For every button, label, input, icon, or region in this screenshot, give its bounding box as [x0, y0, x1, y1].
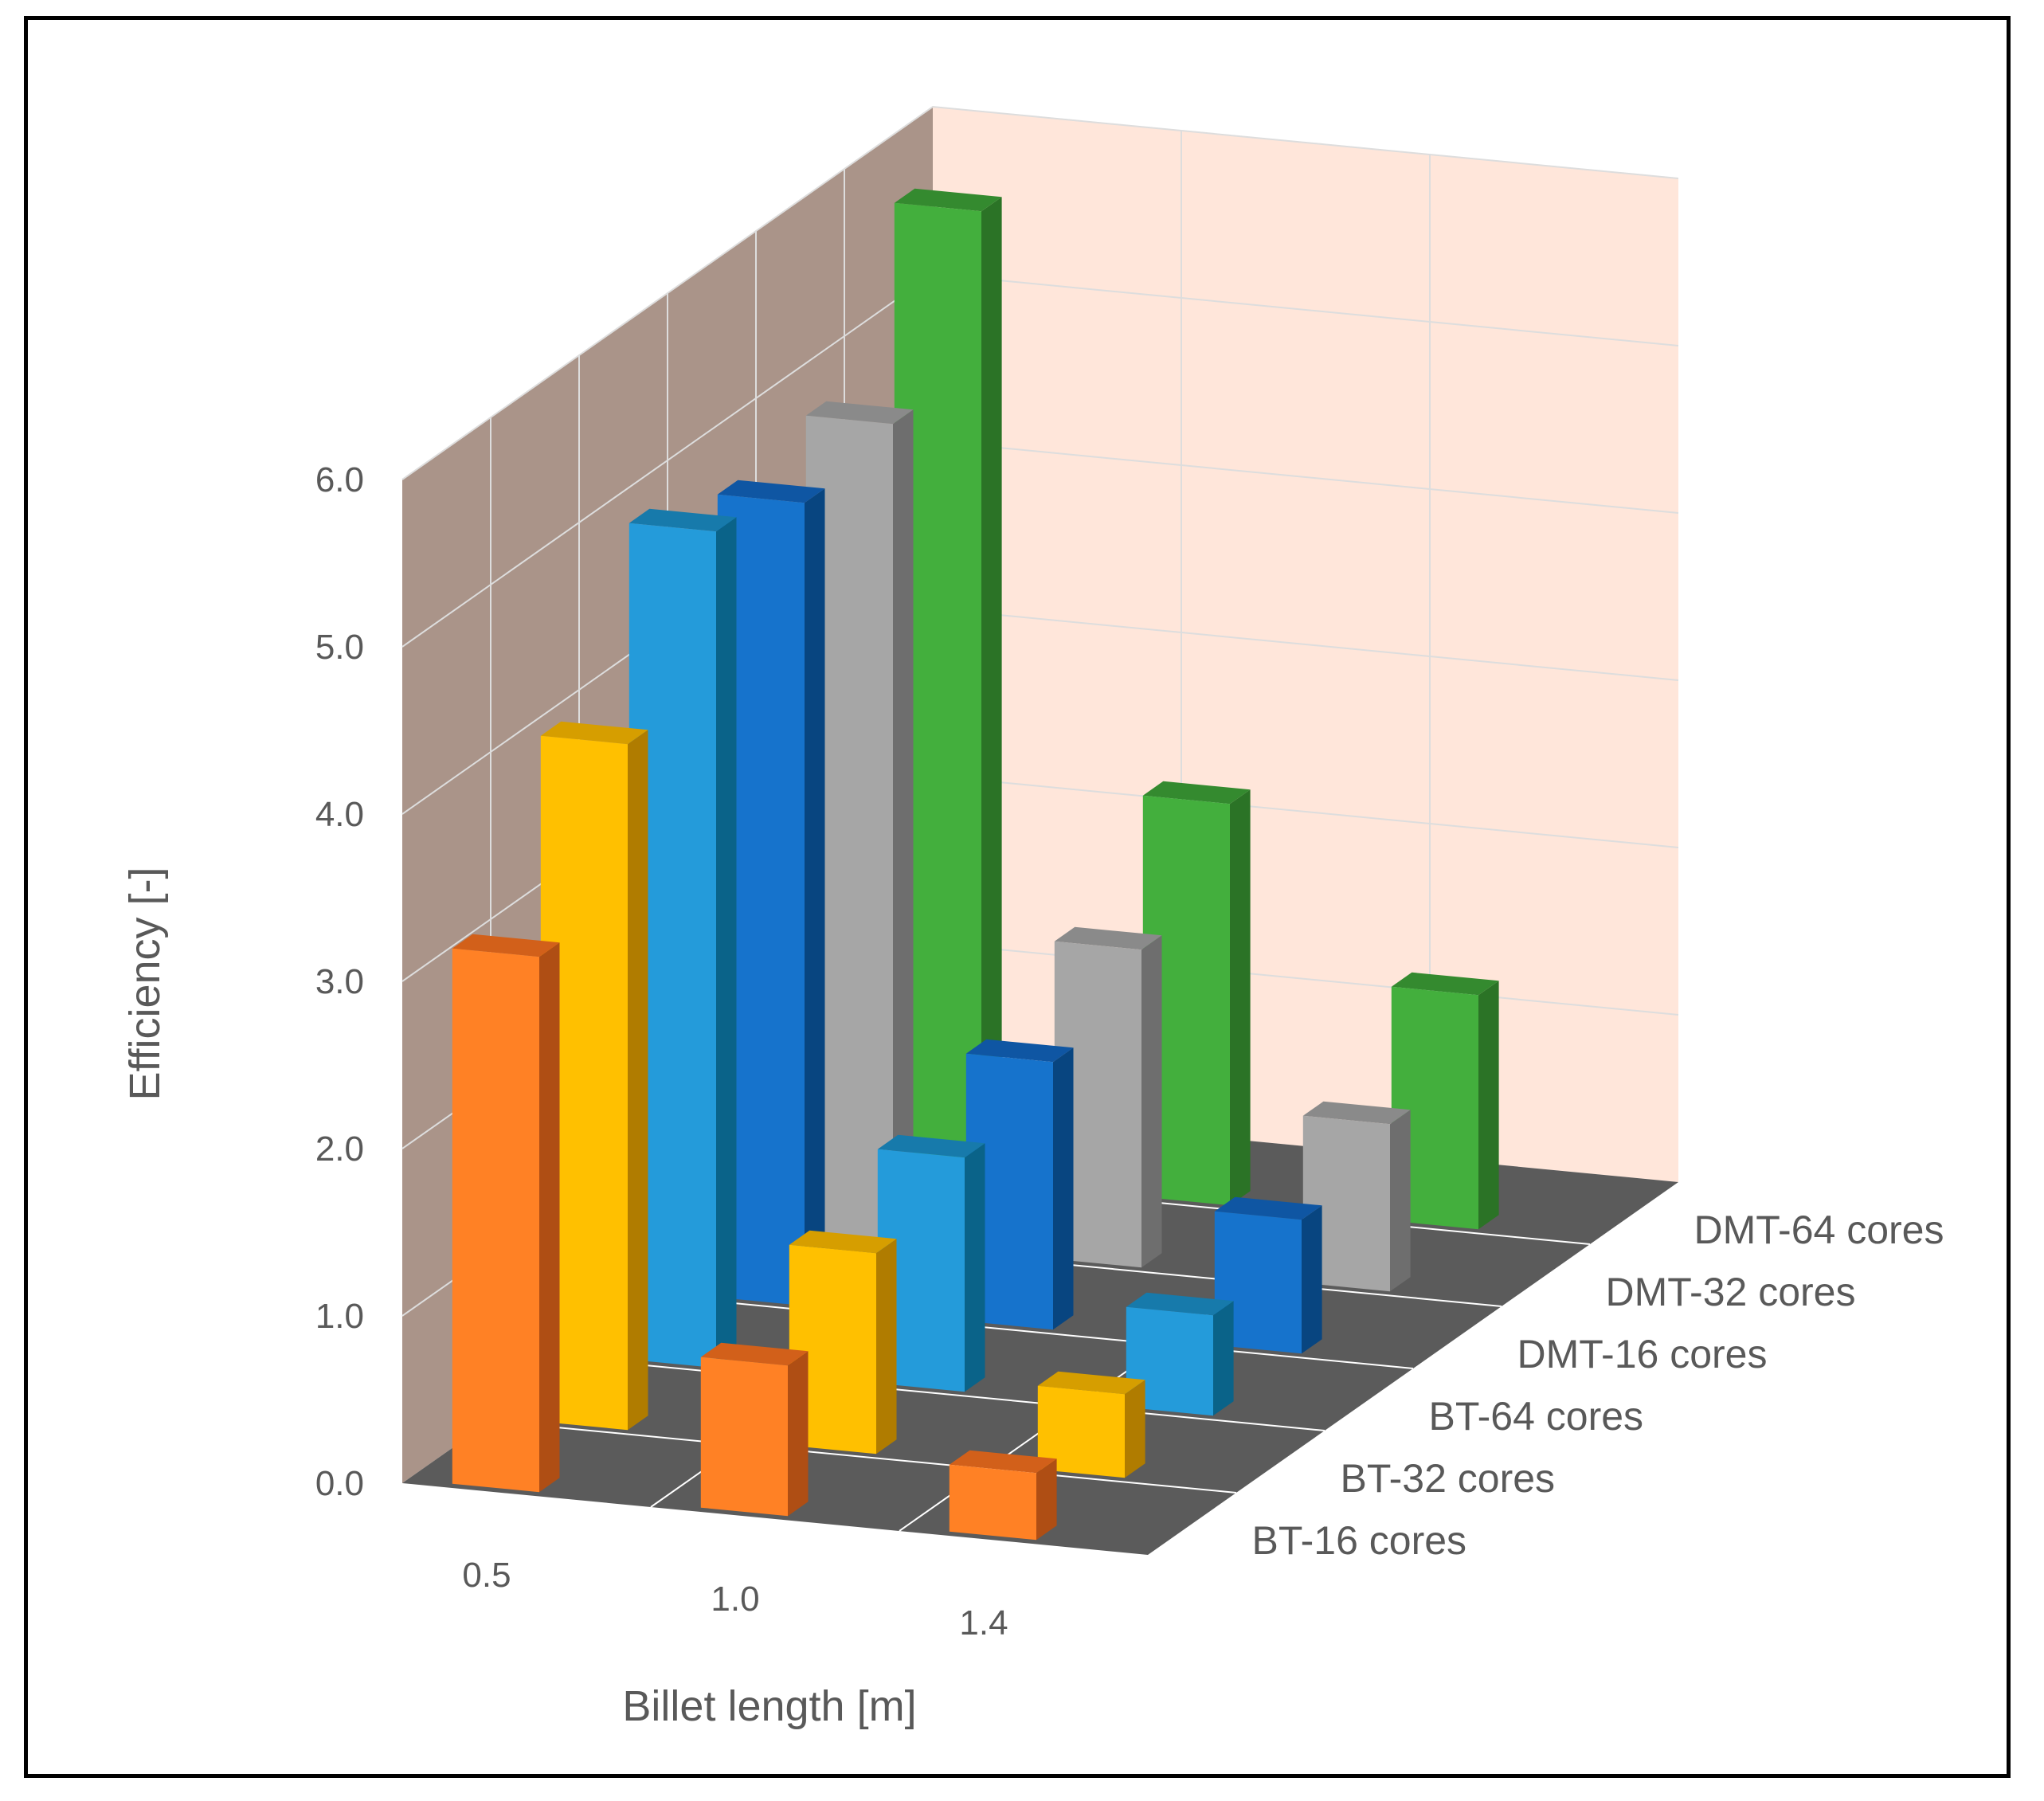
bar	[1142, 781, 1251, 1206]
y-tick-label: 6.0	[315, 460, 364, 499]
x-axis-title: Billet length [m]	[622, 1682, 916, 1730]
bar-top-face	[805, 401, 914, 425]
bar	[877, 1134, 985, 1392]
bar	[628, 508, 737, 1368]
x-tick-label: 1.4	[959, 1603, 1008, 1642]
bar	[1126, 1292, 1234, 1416]
bar	[965, 1039, 1074, 1330]
y-tick-label: 4.0	[315, 795, 364, 834]
series-label: DMT-32 cores	[1606, 1270, 1856, 1314]
bar-top-face	[877, 1134, 985, 1158]
bar-side-face	[1036, 1458, 1057, 1541]
bar-front-face	[1054, 941, 1141, 1268]
bar	[949, 1450, 1057, 1541]
bar-side-face	[539, 942, 560, 1493]
bar-front-face	[877, 1149, 965, 1392]
bar	[1302, 1101, 1411, 1292]
bar-side-face	[1141, 935, 1162, 1268]
bar	[452, 934, 560, 1493]
bar-front-face	[1037, 1385, 1125, 1478]
series-label: DMT-64 cores	[1694, 1208, 1944, 1252]
bar-top-face	[1391, 972, 1499, 996]
series-label: DMT-16 cores	[1517, 1332, 1768, 1376]
bar-front-face	[628, 523, 716, 1368]
bar-front-face	[452, 948, 539, 1493]
x-axis-ticks: 0.5 1.0 1.4	[462, 1556, 1008, 1642]
bar-front-face	[1142, 795, 1230, 1206]
bar-front-face	[949, 1464, 1036, 1541]
bar-top-face	[700, 1342, 809, 1366]
bar-front-face	[540, 735, 628, 1431]
bar-side-face	[981, 197, 1002, 1182]
x-tick-label: 1.0	[711, 1580, 759, 1619]
bar-side-face	[965, 1143, 985, 1392]
bar-side-face	[893, 409, 914, 1244]
floor-gridline	[490, 1420, 1237, 1494]
bar-front-face	[965, 1053, 1053, 1330]
bar-front-face	[1302, 1115, 1390, 1292]
bar-side-face	[1125, 1380, 1145, 1478]
bar-front-face	[805, 415, 893, 1244]
bar-top-face	[540, 721, 648, 745]
bar	[1214, 1196, 1322, 1354]
bar-side-face	[1390, 1110, 1411, 1292]
bar-top-face	[1142, 781, 1251, 805]
bar	[540, 721, 648, 1431]
bar-side-face	[1230, 789, 1251, 1206]
bar-front-face	[1126, 1306, 1213, 1416]
bar-top-face	[965, 1039, 1074, 1063]
bar-top-face	[894, 188, 1002, 212]
bar-side-face	[876, 1239, 897, 1455]
series-label: BT-64 cores	[1429, 1394, 1644, 1439]
bar-top-face	[452, 934, 560, 957]
bar	[1037, 1371, 1145, 1478]
y-axis-ticks: 0.0 1.0 2.0 3.0 4.0 5.0 6.0	[315, 460, 364, 1503]
bar	[894, 188, 1002, 1182]
bar-side-face	[1478, 981, 1499, 1230]
y-tick-label: 2.0	[315, 1130, 364, 1169]
y-tick-label: 1.0	[315, 1297, 364, 1336]
x-tick-label: 0.5	[462, 1556, 511, 1595]
bar-side-face	[805, 488, 825, 1306]
series-label: BT-32 cores	[1341, 1456, 1556, 1501]
bar-top-face	[628, 508, 737, 532]
bar-top-face	[949, 1450, 1057, 1474]
bar-side-face	[628, 730, 648, 1431]
bar-side-face	[1302, 1205, 1322, 1354]
bar-side-face	[1053, 1047, 1074, 1330]
bar-side-face	[1213, 1301, 1234, 1416]
bar-front-face	[1214, 1211, 1302, 1354]
bar	[700, 1342, 809, 1517]
bar-front-face	[894, 202, 981, 1182]
bar-top-face	[789, 1230, 897, 1254]
bar-top-face	[1214, 1196, 1322, 1220]
bar	[717, 480, 825, 1306]
bar-top-face	[1054, 926, 1162, 950]
bar-top-face	[1126, 1292, 1234, 1316]
bar-top-face	[1302, 1101, 1411, 1125]
bar-front-face	[789, 1244, 876, 1455]
y-axis-title: Efficiency [-]	[121, 867, 169, 1100]
bar-top-face	[1037, 1371, 1145, 1395]
bar-side-face	[716, 517, 737, 1368]
bar	[789, 1230, 897, 1455]
bar-front-face	[717, 494, 805, 1306]
bar	[805, 401, 914, 1244]
y-tick-label: 3.0	[315, 962, 364, 1001]
y-tick-label: 5.0	[315, 628, 364, 667]
chart-bars	[452, 188, 1499, 1541]
bar-top-face	[717, 480, 825, 503]
bar-front-face	[700, 1357, 788, 1517]
bar-front-face	[1391, 986, 1478, 1230]
bar-side-face	[788, 1351, 809, 1517]
bar	[1391, 972, 1499, 1230]
series-axis-labels: BT-16 cores BT-32 cores BT-64 cores DMT-…	[1252, 1208, 1944, 1563]
series-label: BT-16 cores	[1252, 1518, 1467, 1563]
bar	[1054, 926, 1162, 1268]
y-tick-label: 0.0	[315, 1464, 364, 1503]
